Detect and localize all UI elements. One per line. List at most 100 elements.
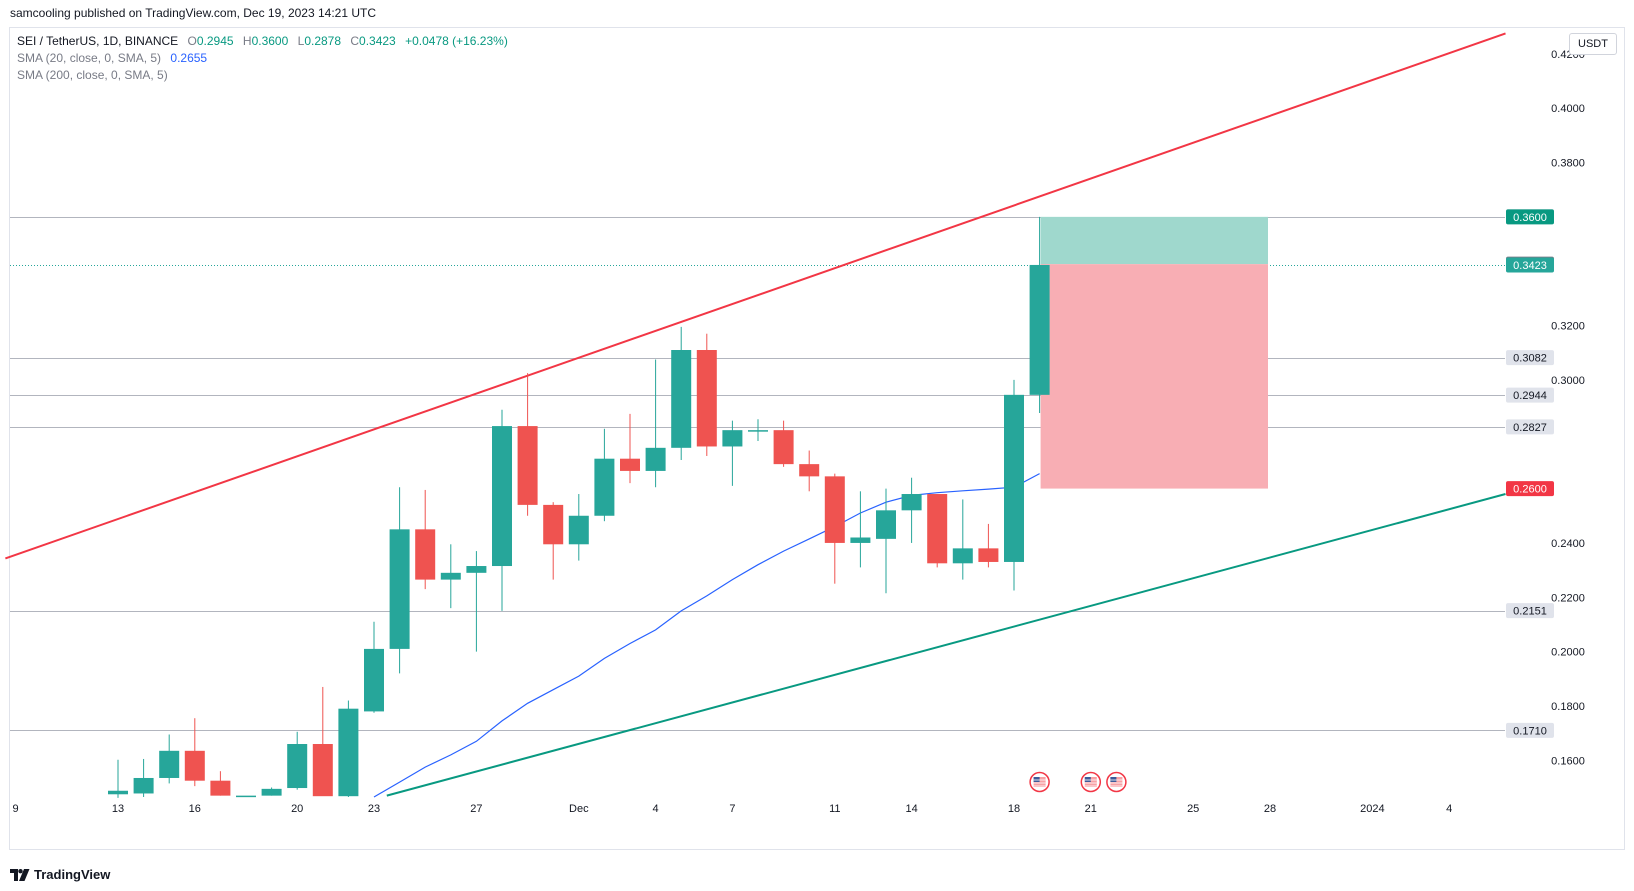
us-flag-event-icon xyxy=(1029,771,1050,793)
candle xyxy=(236,795,256,798)
high-label: H xyxy=(242,34,252,48)
candle-body xyxy=(415,529,436,580)
candle xyxy=(287,731,308,790)
price-tick: 0.2200 xyxy=(1551,592,1585,604)
candle-body xyxy=(492,426,512,567)
candle-body xyxy=(645,447,666,471)
price-label-bg xyxy=(1506,350,1554,366)
symbol-row[interactable]: SEI / TetherUS, 1D, BINANCE O0.2945 H0.3… xyxy=(17,33,508,50)
candle xyxy=(696,333,717,456)
tradingview-logo-icon xyxy=(10,868,30,881)
candle-body xyxy=(338,708,359,797)
price-tick: 0.3200 xyxy=(1551,321,1585,333)
candle-body xyxy=(748,430,768,432)
candle xyxy=(415,489,436,590)
candle xyxy=(850,491,871,568)
candle xyxy=(978,523,999,568)
candle-body xyxy=(389,529,410,649)
candle-body xyxy=(517,426,538,505)
candle-body xyxy=(620,458,640,471)
publisher-line: samcooling published on TradingView.com,… xyxy=(10,6,376,20)
candle-body xyxy=(364,648,384,712)
candle xyxy=(184,718,205,787)
price-label-bg xyxy=(1506,209,1554,225)
time-tick: 16 xyxy=(189,803,201,815)
candle-body xyxy=(824,476,845,543)
candle-body xyxy=(722,430,743,447)
candle-body xyxy=(543,504,564,545)
candle-body xyxy=(978,548,999,562)
candle xyxy=(568,494,589,561)
price-label-text: 0.2151 xyxy=(1513,606,1547,618)
time-tick: 2024 xyxy=(1360,803,1384,815)
price-tick: 0.3800 xyxy=(1551,158,1585,170)
sma20-label: SMA (20, close, 0, SMA, 5) xyxy=(17,51,162,65)
time-tick: 9 xyxy=(13,803,19,815)
candle-body xyxy=(568,515,589,545)
candle xyxy=(901,477,922,543)
open-label: O xyxy=(187,34,197,48)
candle-body xyxy=(952,548,973,564)
time-tick: 23 xyxy=(368,803,380,815)
time-tick: 21 xyxy=(1085,803,1097,815)
price-label-text: 0.3423 xyxy=(1513,260,1547,272)
currency-button[interactable]: USDT xyxy=(1569,33,1617,55)
candle-body xyxy=(133,777,154,794)
time-tick: Dec xyxy=(569,803,589,815)
sma20-row[interactable]: SMA (20, close, 0, SMA, 5) 0.2655 xyxy=(17,50,508,67)
candle xyxy=(108,759,128,798)
flag-canton xyxy=(1110,777,1117,782)
candle-body xyxy=(159,750,180,778)
take-profit-zone xyxy=(1040,216,1268,265)
candle-body xyxy=(927,494,948,564)
candle-body xyxy=(1029,264,1050,395)
chart-legend: SEI / TetherUS, 1D, BINANCE O0.2945 H0.3… xyxy=(17,33,508,84)
sma200-row[interactable]: SMA (200, close, 0, SMA, 5) xyxy=(17,67,508,84)
resistance-trendline xyxy=(5,32,1506,560)
tradingview-footer: TradingView xyxy=(10,867,110,882)
candle xyxy=(773,420,794,467)
candle xyxy=(517,373,538,516)
close-label: C xyxy=(350,34,360,48)
candle xyxy=(722,420,743,486)
event-markers xyxy=(1029,771,1127,793)
price-tick: 0.4000 xyxy=(1551,103,1585,115)
candle xyxy=(620,413,640,484)
candle xyxy=(389,487,410,674)
price-label-text: 0.2944 xyxy=(1513,390,1547,402)
time-tick: 7 xyxy=(729,803,735,815)
time-tick: 18 xyxy=(1008,803,1020,815)
candle xyxy=(312,686,333,797)
time-tick: 25 xyxy=(1187,803,1199,815)
candle-body xyxy=(236,795,256,798)
candle-body xyxy=(696,350,717,447)
low-value: 0.2878 xyxy=(304,34,342,48)
candle xyxy=(748,419,768,442)
candle xyxy=(543,502,564,580)
price-label-bg xyxy=(1506,481,1554,497)
candle-body xyxy=(1004,394,1024,562)
price-label-text: 0.2600 xyxy=(1513,484,1547,496)
high-value: 0.3600 xyxy=(251,34,289,48)
price-tick: 0.1600 xyxy=(1551,755,1585,767)
price-label-bg xyxy=(1506,603,1554,619)
candle-body xyxy=(466,566,487,573)
candle-body xyxy=(901,494,922,511)
candle-body xyxy=(773,430,794,465)
candle xyxy=(466,551,487,652)
candle xyxy=(645,359,666,488)
time-tick: 11 xyxy=(829,803,840,815)
candle-body xyxy=(108,790,128,795)
time-tick: 27 xyxy=(470,803,482,815)
price-label: 0.2944 xyxy=(1506,387,1554,403)
price-label: 0.3423 xyxy=(1506,257,1554,273)
price-label-bg xyxy=(1506,257,1554,273)
time-tick: 4 xyxy=(653,803,659,815)
stop-loss-zone xyxy=(1040,264,1268,489)
time-tick: 28 xyxy=(1264,803,1276,815)
price-label-text: 0.1710 xyxy=(1513,725,1547,737)
candle xyxy=(671,326,692,461)
close-value: 0.3423 xyxy=(359,34,396,48)
price-label: 0.1710 xyxy=(1506,722,1554,738)
